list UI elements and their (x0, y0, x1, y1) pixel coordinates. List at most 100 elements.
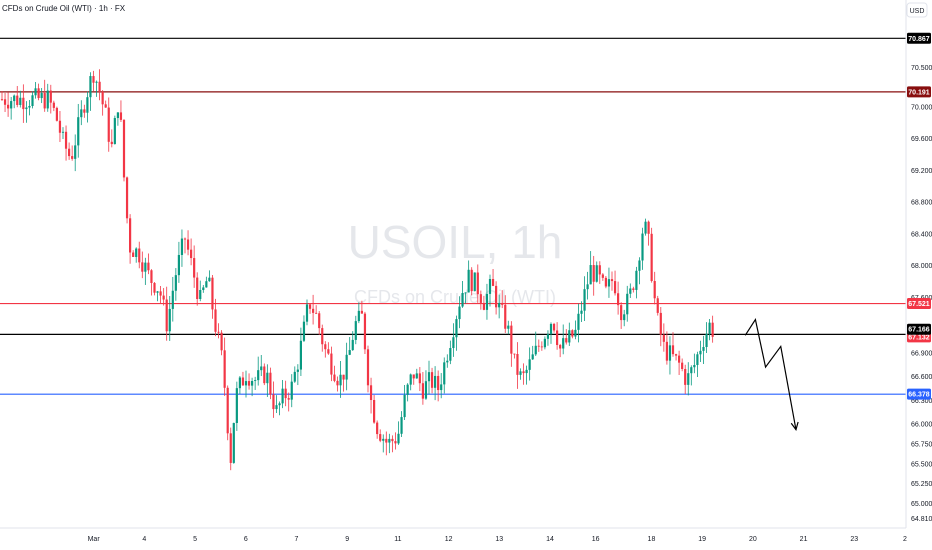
candle-body (653, 281, 656, 299)
candle-body (687, 373, 690, 385)
candle-body (308, 304, 312, 309)
candle-body (391, 438, 394, 442)
candle-body (98, 81, 101, 92)
candle-body (702, 347, 705, 351)
candle-body (241, 377, 245, 386)
candle-body (165, 299, 168, 332)
time-axis[interactable]: Mar 4 5 6 7 9 11 12 13 14 16 18 19 20 21 23 2 (88, 536, 907, 543)
price-tag-label: 66.378 (908, 392, 930, 399)
candle-body (543, 338, 546, 348)
candle-body (321, 328, 324, 345)
candle-body (43, 93, 46, 109)
candle-body (174, 275, 177, 291)
candle-body (376, 422, 379, 435)
candle-body (119, 112, 123, 120)
candle-body (491, 279, 495, 286)
currency-label: USD (910, 8, 925, 15)
candle-body (571, 330, 574, 337)
candle-body (254, 380, 257, 382)
candle-body (330, 353, 333, 375)
candle-body (302, 321, 306, 341)
candle-body (318, 313, 321, 329)
candle-body (89, 76, 92, 98)
candle-body (610, 279, 614, 282)
candle-body (156, 291, 159, 293)
candle-body (559, 345, 562, 349)
candle-body (397, 433, 400, 444)
time-tick-label: 9 (345, 536, 349, 543)
candle-body (16, 95, 19, 105)
projection-arrow[interactable] (744, 317, 799, 432)
candle-body (696, 354, 699, 365)
candle-body (418, 373, 421, 384)
candle-body (394, 441, 397, 444)
candle-body (699, 350, 702, 355)
candle-body (10, 101, 13, 109)
candle-body (180, 238, 184, 255)
candle-body (223, 350, 226, 388)
price-tick-label: 68.000 (911, 263, 932, 270)
candle-body (635, 270, 638, 290)
candle-body (458, 306, 461, 320)
time-tick-label: 14 (546, 536, 554, 543)
time-tick-label: 13 (495, 536, 503, 543)
price-tag-label: 70.867 (908, 36, 930, 43)
candle-body (681, 362, 684, 369)
candle-body (476, 272, 479, 295)
candle-body (315, 312, 318, 314)
candle-body (58, 120, 62, 133)
candle-body (421, 383, 424, 399)
candle-body (92, 76, 95, 83)
candle-body (339, 374, 342, 386)
time-tick-label: 2 (903, 536, 907, 543)
candle-body (40, 93, 43, 99)
candle-body (461, 293, 464, 307)
projection-path[interactable] (744, 317, 797, 430)
price-tag-label: 70.191 (908, 89, 930, 96)
candle-body (171, 290, 174, 309)
candle-body (580, 310, 583, 314)
price-tag (907, 298, 931, 310)
candle-body (49, 90, 52, 103)
candle-body (71, 156, 74, 159)
price-tag-label: 67.521 (908, 301, 930, 308)
candle-body (357, 310, 360, 322)
price-tick-label: 64.810 (911, 516, 932, 523)
candle-body (281, 388, 284, 404)
candle-body (488, 279, 492, 294)
candle-body (412, 374, 415, 379)
candle-body (3, 99, 7, 105)
candle-body (55, 107, 58, 121)
candle-body (470, 269, 473, 292)
symbol-title: CFDs on Crude Oil (WTI) · 1h · FX (2, 4, 126, 13)
candle-body (116, 112, 119, 119)
candle-body (64, 131, 68, 149)
candle-body (473, 272, 476, 292)
price-tick-label: 70.000 (911, 105, 932, 112)
candle-body (656, 298, 659, 313)
candle-body (37, 88, 40, 99)
candle-body (153, 282, 156, 293)
candle-body (251, 381, 254, 386)
candle-body (662, 334, 665, 342)
candle-body (409, 374, 412, 385)
candle-body (61, 131, 65, 133)
candle-body (617, 293, 620, 306)
candle-body (592, 265, 595, 282)
candle-body (68, 148, 71, 157)
watermark: USOIL, 1h CFDs on Crude Oil (WTI) (348, 216, 563, 307)
time-tick-label: Mar (88, 536, 101, 543)
candle-body (440, 384, 443, 391)
price-axis[interactable]: 70.500 70.000 69.600 69.200 68.800 68.400 68.0… (911, 65, 932, 523)
candle-body (110, 141, 113, 145)
currency-button[interactable]: USD (906, 2, 928, 18)
candle-body (449, 348, 452, 361)
candle-body (519, 371, 522, 375)
time-tick-label: 11 (394, 536, 401, 543)
candle-body (531, 354, 534, 360)
candle-body (678, 355, 681, 363)
candle-body (95, 81, 98, 83)
time-tick-label: 12 (445, 536, 453, 543)
candle-body (305, 304, 309, 322)
